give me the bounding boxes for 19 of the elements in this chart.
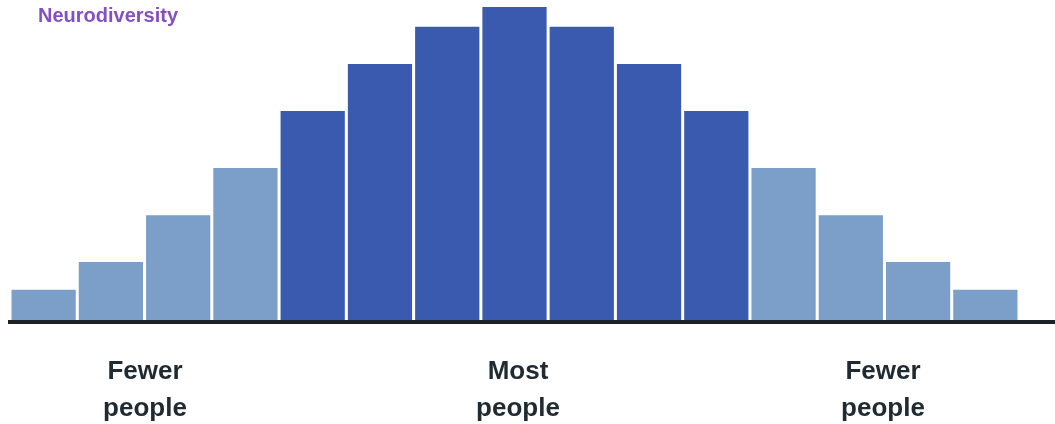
bar bbox=[684, 110, 749, 320]
bar bbox=[885, 262, 951, 320]
bar bbox=[953, 289, 1018, 320]
text: Fewer people bbox=[840, 354, 926, 424]
bar bbox=[482, 7, 547, 320]
chart-title: Neurodiversity bbox=[38, 4, 179, 27]
bar bbox=[415, 26, 480, 320]
bar bbox=[347, 63, 413, 320]
bar bbox=[751, 167, 816, 320]
bar bbox=[616, 63, 682, 320]
bar bbox=[11, 289, 76, 320]
bar bbox=[818, 215, 883, 320]
text: Fewer people bbox=[102, 354, 188, 424]
bar bbox=[213, 167, 278, 320]
bar bbox=[146, 215, 211, 320]
text: Most people bbox=[475, 354, 561, 424]
bar bbox=[280, 110, 345, 320]
bar bbox=[78, 262, 144, 320]
bar bbox=[549, 26, 614, 320]
